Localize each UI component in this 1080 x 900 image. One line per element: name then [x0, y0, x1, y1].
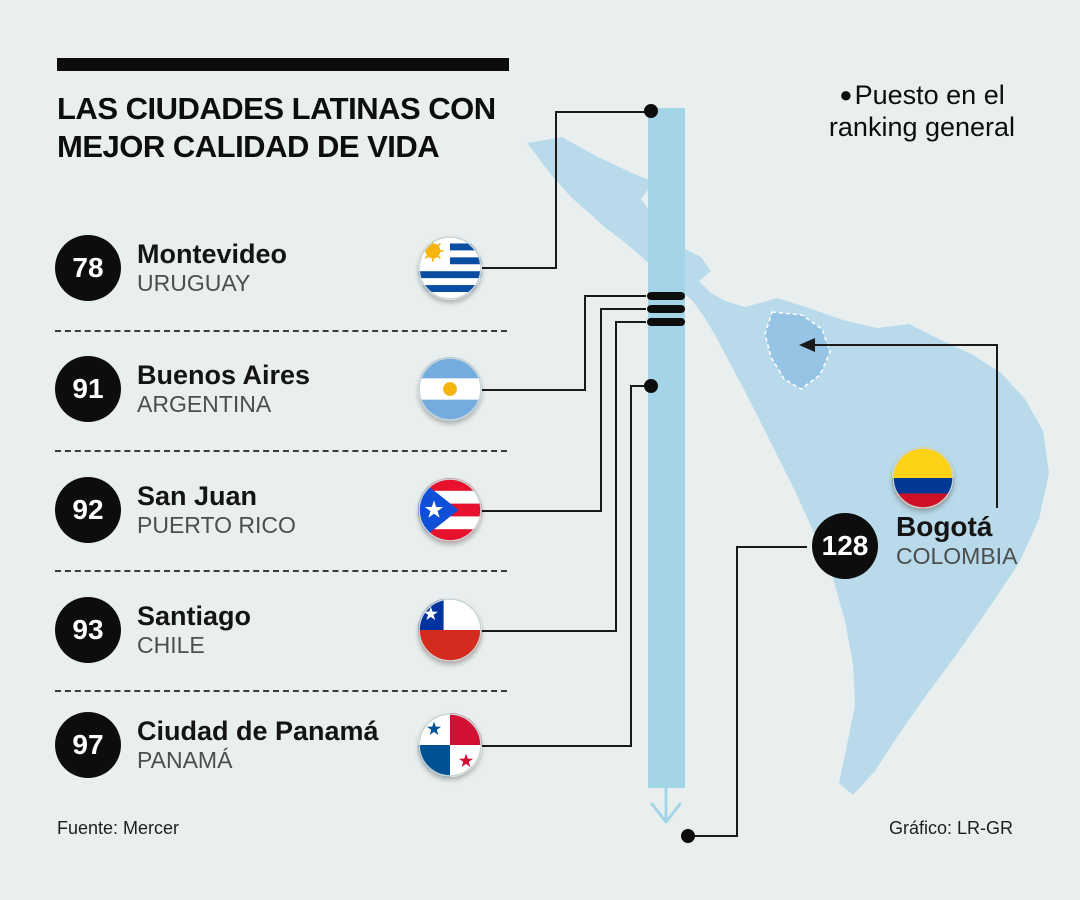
connector-panama: [482, 385, 646, 747]
city-name: Santiago: [137, 600, 252, 631]
down-arrow-icon: [650, 784, 682, 824]
connector-colombia-map: [814, 344, 998, 508]
callout-arrow-icon: [799, 338, 815, 352]
panama-flag-icon: [418, 713, 482, 777]
chile-flag-icon: [418, 598, 482, 662]
legend-bullet-icon: ●: [839, 82, 853, 107]
title-line-1: LAS CIUDADES LATINAS CON: [57, 91, 496, 126]
city-name: Ciudad de Panamá: [137, 715, 379, 746]
legend-line-1: Puesto en el: [854, 80, 1005, 110]
list-item-san-juan: 92 San Juan PUERTO RICO: [55, 476, 515, 544]
city-name: Bogotá: [896, 511, 993, 542]
country-name: PANAMÁ: [137, 746, 233, 773]
colombia-region: [764, 311, 831, 390]
ranking-legend: ●Puesto en el ranking general: [808, 80, 1036, 144]
divider: [55, 690, 507, 692]
rank-badge: 78: [55, 235, 121, 301]
title-rule: [57, 58, 509, 71]
puerto-rico-flag-icon: [418, 478, 482, 542]
connector-santiago: [482, 321, 646, 632]
rank-badge: 92: [55, 477, 121, 543]
city-name: Montevideo: [137, 238, 288, 269]
rank-badge: 97: [55, 712, 121, 778]
bogota-label: Bogotá COLOMBIA: [896, 511, 1017, 571]
connector-montevideo: [482, 111, 645, 269]
list-item-santiago: 93 Santiago CHILE: [55, 596, 515, 664]
mark-93: [647, 318, 685, 326]
mark-91: [647, 292, 685, 300]
divider: [55, 570, 507, 572]
list-item-montevideo: 78 Montevideo URUGUAY: [55, 234, 515, 302]
connector-buenos-aires: [482, 295, 646, 391]
dot-128: [681, 829, 695, 843]
mark-92: [647, 305, 685, 313]
colombia-flag-icon: [892, 447, 954, 509]
page-title: LAS CIUDADES LATINAS CON MEJOR CALIDAD D…: [57, 90, 496, 166]
credit-note: Gráfico: LR-GR: [888, 818, 1013, 838]
connector-lines: [482, 111, 998, 837]
rank-badge: 91: [55, 356, 121, 422]
source-note: Fuente: Mercer: [57, 818, 180, 838]
latin-america-map: [527, 137, 1049, 795]
city-name: Buenos Aires: [137, 359, 311, 390]
title-line-2: MEJOR CALIDAD DE VIDA: [57, 128, 440, 164]
list-item-panama: 97 Ciudad de Panamá PANAMÁ: [55, 711, 515, 779]
legend-line-2: ranking general: [828, 111, 1016, 142]
connector-san-juan: [482, 308, 646, 512]
connector-bogota: [688, 546, 807, 837]
country-name: CHILE: [137, 631, 205, 658]
dot-78: [644, 104, 658, 118]
rank-dots: [644, 104, 695, 843]
list-item-buenos-aires: 91 Buenos Aires ARGENTINA: [55, 355, 515, 423]
country-name: COLOMBIA: [896, 543, 1018, 570]
argentina-flag-icon: [418, 357, 482, 421]
dot-97: [644, 379, 658, 393]
country-name: ARGENTINA: [137, 390, 272, 417]
divider: [55, 330, 507, 332]
city-name: San Juan: [137, 480, 258, 511]
uruguay-flag-icon: [418, 236, 482, 300]
timeline-bar: [648, 108, 685, 788]
rank-badge: 93: [55, 597, 121, 663]
divider: [55, 450, 507, 452]
rank-badge-bogota: 128: [812, 513, 878, 579]
country-name: PUERTO RICO: [137, 511, 296, 538]
country-name: URUGUAY: [137, 269, 251, 296]
